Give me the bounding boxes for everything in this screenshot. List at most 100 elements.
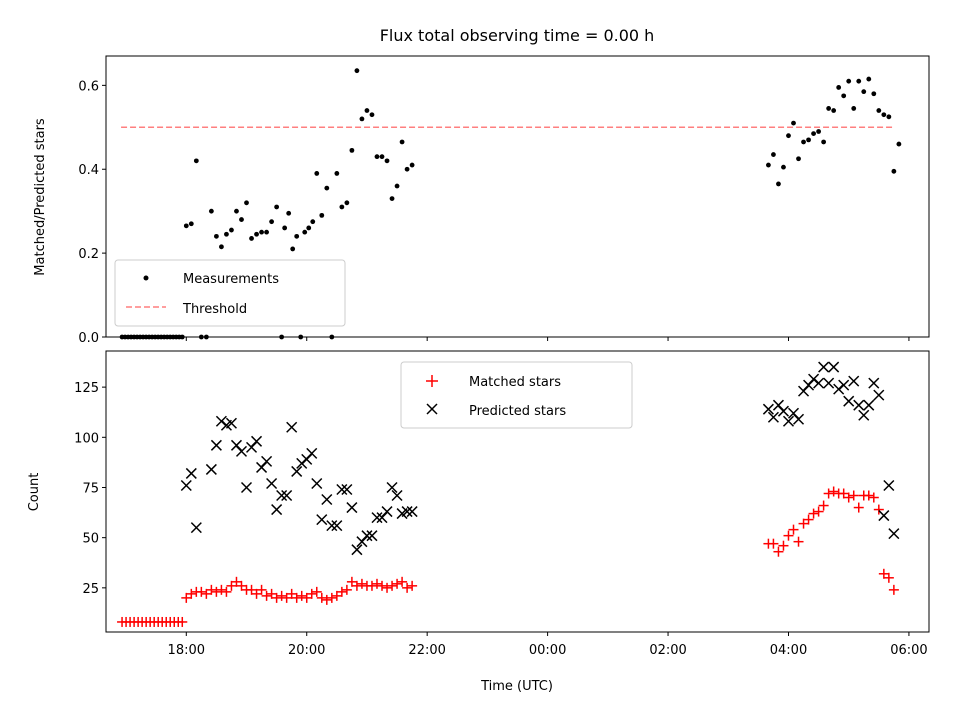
bottom-y-tick-label: 125 — [74, 381, 99, 396]
point-measurements — [891, 168, 897, 174]
point-matched-stars — [868, 492, 879, 503]
x-tick-label: 22:00 — [408, 643, 445, 658]
point-matched-stars — [798, 518, 809, 529]
point-matched-stars — [371, 578, 382, 589]
point-measurements — [224, 231, 229, 237]
point-predicted-stars — [321, 493, 333, 506]
point-predicted-stars — [205, 463, 217, 475]
legend-marker-matched-stars — [426, 375, 438, 387]
point-predicted-stars — [286, 421, 298, 433]
point-matched-stars — [186, 588, 197, 599]
top-y-tick-label: 0.0 — [78, 331, 99, 346]
point-measurements — [831, 108, 837, 113]
point-measurements — [886, 114, 892, 120]
point-matched-stars — [407, 580, 418, 591]
point-predicted-stars — [291, 465, 303, 477]
point-measurements — [334, 171, 340, 176]
x-tick-label: 20:00 — [288, 643, 325, 658]
bottom-y-tick-label: 50 — [82, 532, 99, 547]
legend-marker-measurements — [143, 275, 149, 281]
point-matched-stars — [216, 584, 227, 595]
legend-label-matched-stars: Matched stars — [469, 375, 561, 390]
bottom-plot-area — [117, 361, 900, 627]
point-matched-stars — [387, 580, 398, 591]
bottom-y-tick-label: 25 — [82, 582, 99, 597]
point-measurements — [286, 210, 292, 216]
point-measurements — [259, 229, 264, 235]
point-measurements — [846, 78, 852, 84]
point-predicted-stars — [316, 514, 328, 526]
point-matched-stars — [296, 590, 307, 601]
point-measurements — [394, 183, 400, 189]
point-matched-stars — [778, 540, 789, 551]
point-measurements — [851, 106, 857, 111]
point-predicted-stars — [351, 544, 363, 556]
point-measurements — [239, 217, 244, 222]
point-measurements — [384, 158, 390, 164]
point-predicted-stars — [777, 405, 789, 417]
point-measurements — [339, 204, 345, 210]
legend-label-threshold: Threshold — [182, 302, 247, 317]
point-measurements — [826, 106, 832, 111]
x-tick-label: 18:00 — [168, 643, 205, 658]
top-axes: 0.0 0.2 0.4 0.6 — [78, 79, 910, 346]
point-measurements — [896, 141, 902, 147]
bottom-y-tick-label: 75 — [82, 481, 99, 496]
point-measurements — [836, 85, 842, 90]
point-predicted-stars — [858, 409, 870, 421]
point-matched-stars — [291, 592, 302, 603]
point-predicted-stars — [391, 489, 403, 502]
point-matched-stars — [863, 490, 874, 501]
point-matched-stars — [321, 594, 332, 605]
point-measurements — [183, 223, 189, 229]
point-matched-stars — [256, 584, 267, 595]
point-predicted-stars — [853, 399, 865, 411]
point-matched-stars — [366, 580, 377, 591]
point-matched-stars — [382, 582, 393, 593]
point-measurements — [314, 171, 320, 176]
point-predicted-stars — [326, 520, 338, 532]
point-measurements — [811, 131, 816, 136]
chart-title: Flux total observing time = 0.00 h — [380, 26, 655, 45]
point-measurements — [856, 78, 862, 84]
point-matched-stars — [316, 592, 327, 603]
point-measurements — [801, 139, 806, 145]
point-matched-stars — [181, 592, 192, 603]
point-predicted-stars — [361, 530, 373, 542]
point-measurements — [219, 244, 224, 250]
point-matched-stars — [788, 524, 799, 535]
point-predicted-stars — [281, 489, 293, 502]
point-predicted-stars — [843, 395, 855, 407]
point-predicted-stars — [190, 522, 202, 534]
point-matched-stars — [873, 504, 884, 515]
point-matched-stars — [177, 616, 188, 627]
point-predicted-stars — [225, 417, 237, 429]
point-matched-stars — [331, 590, 342, 601]
point-predicted-stars — [883, 479, 895, 492]
point-predicted-stars — [185, 467, 197, 479]
point-matched-stars — [346, 576, 357, 587]
point-matched-stars — [808, 508, 819, 519]
point-matched-stars — [402, 582, 413, 593]
point-measurements — [208, 208, 214, 214]
point-matched-stars — [848, 490, 859, 501]
point-measurements — [806, 137, 811, 143]
point-predicted-stars — [210, 439, 222, 451]
point-predicted-stars — [331, 520, 343, 532]
point-measurements — [796, 156, 801, 162]
point-predicted-stars — [336, 483, 348, 496]
x-axis-label: Time (UTC) — [480, 679, 553, 694]
point-measurements — [791, 120, 796, 126]
point-predicted-stars — [878, 510, 890, 522]
point-matched-stars — [311, 586, 322, 597]
point-predicted-stars — [251, 435, 263, 447]
point-predicted-stars — [341, 483, 353, 496]
point-measurements — [871, 91, 877, 97]
point-measurements — [369, 112, 375, 118]
x-tick-label: 04:00 — [770, 643, 807, 658]
point-measurements — [781, 164, 786, 170]
x-tick-label: 00:00 — [529, 643, 566, 658]
point-predicted-stars — [240, 481, 253, 494]
point-predicted-stars — [767, 411, 779, 423]
point-measurements — [771, 152, 776, 157]
